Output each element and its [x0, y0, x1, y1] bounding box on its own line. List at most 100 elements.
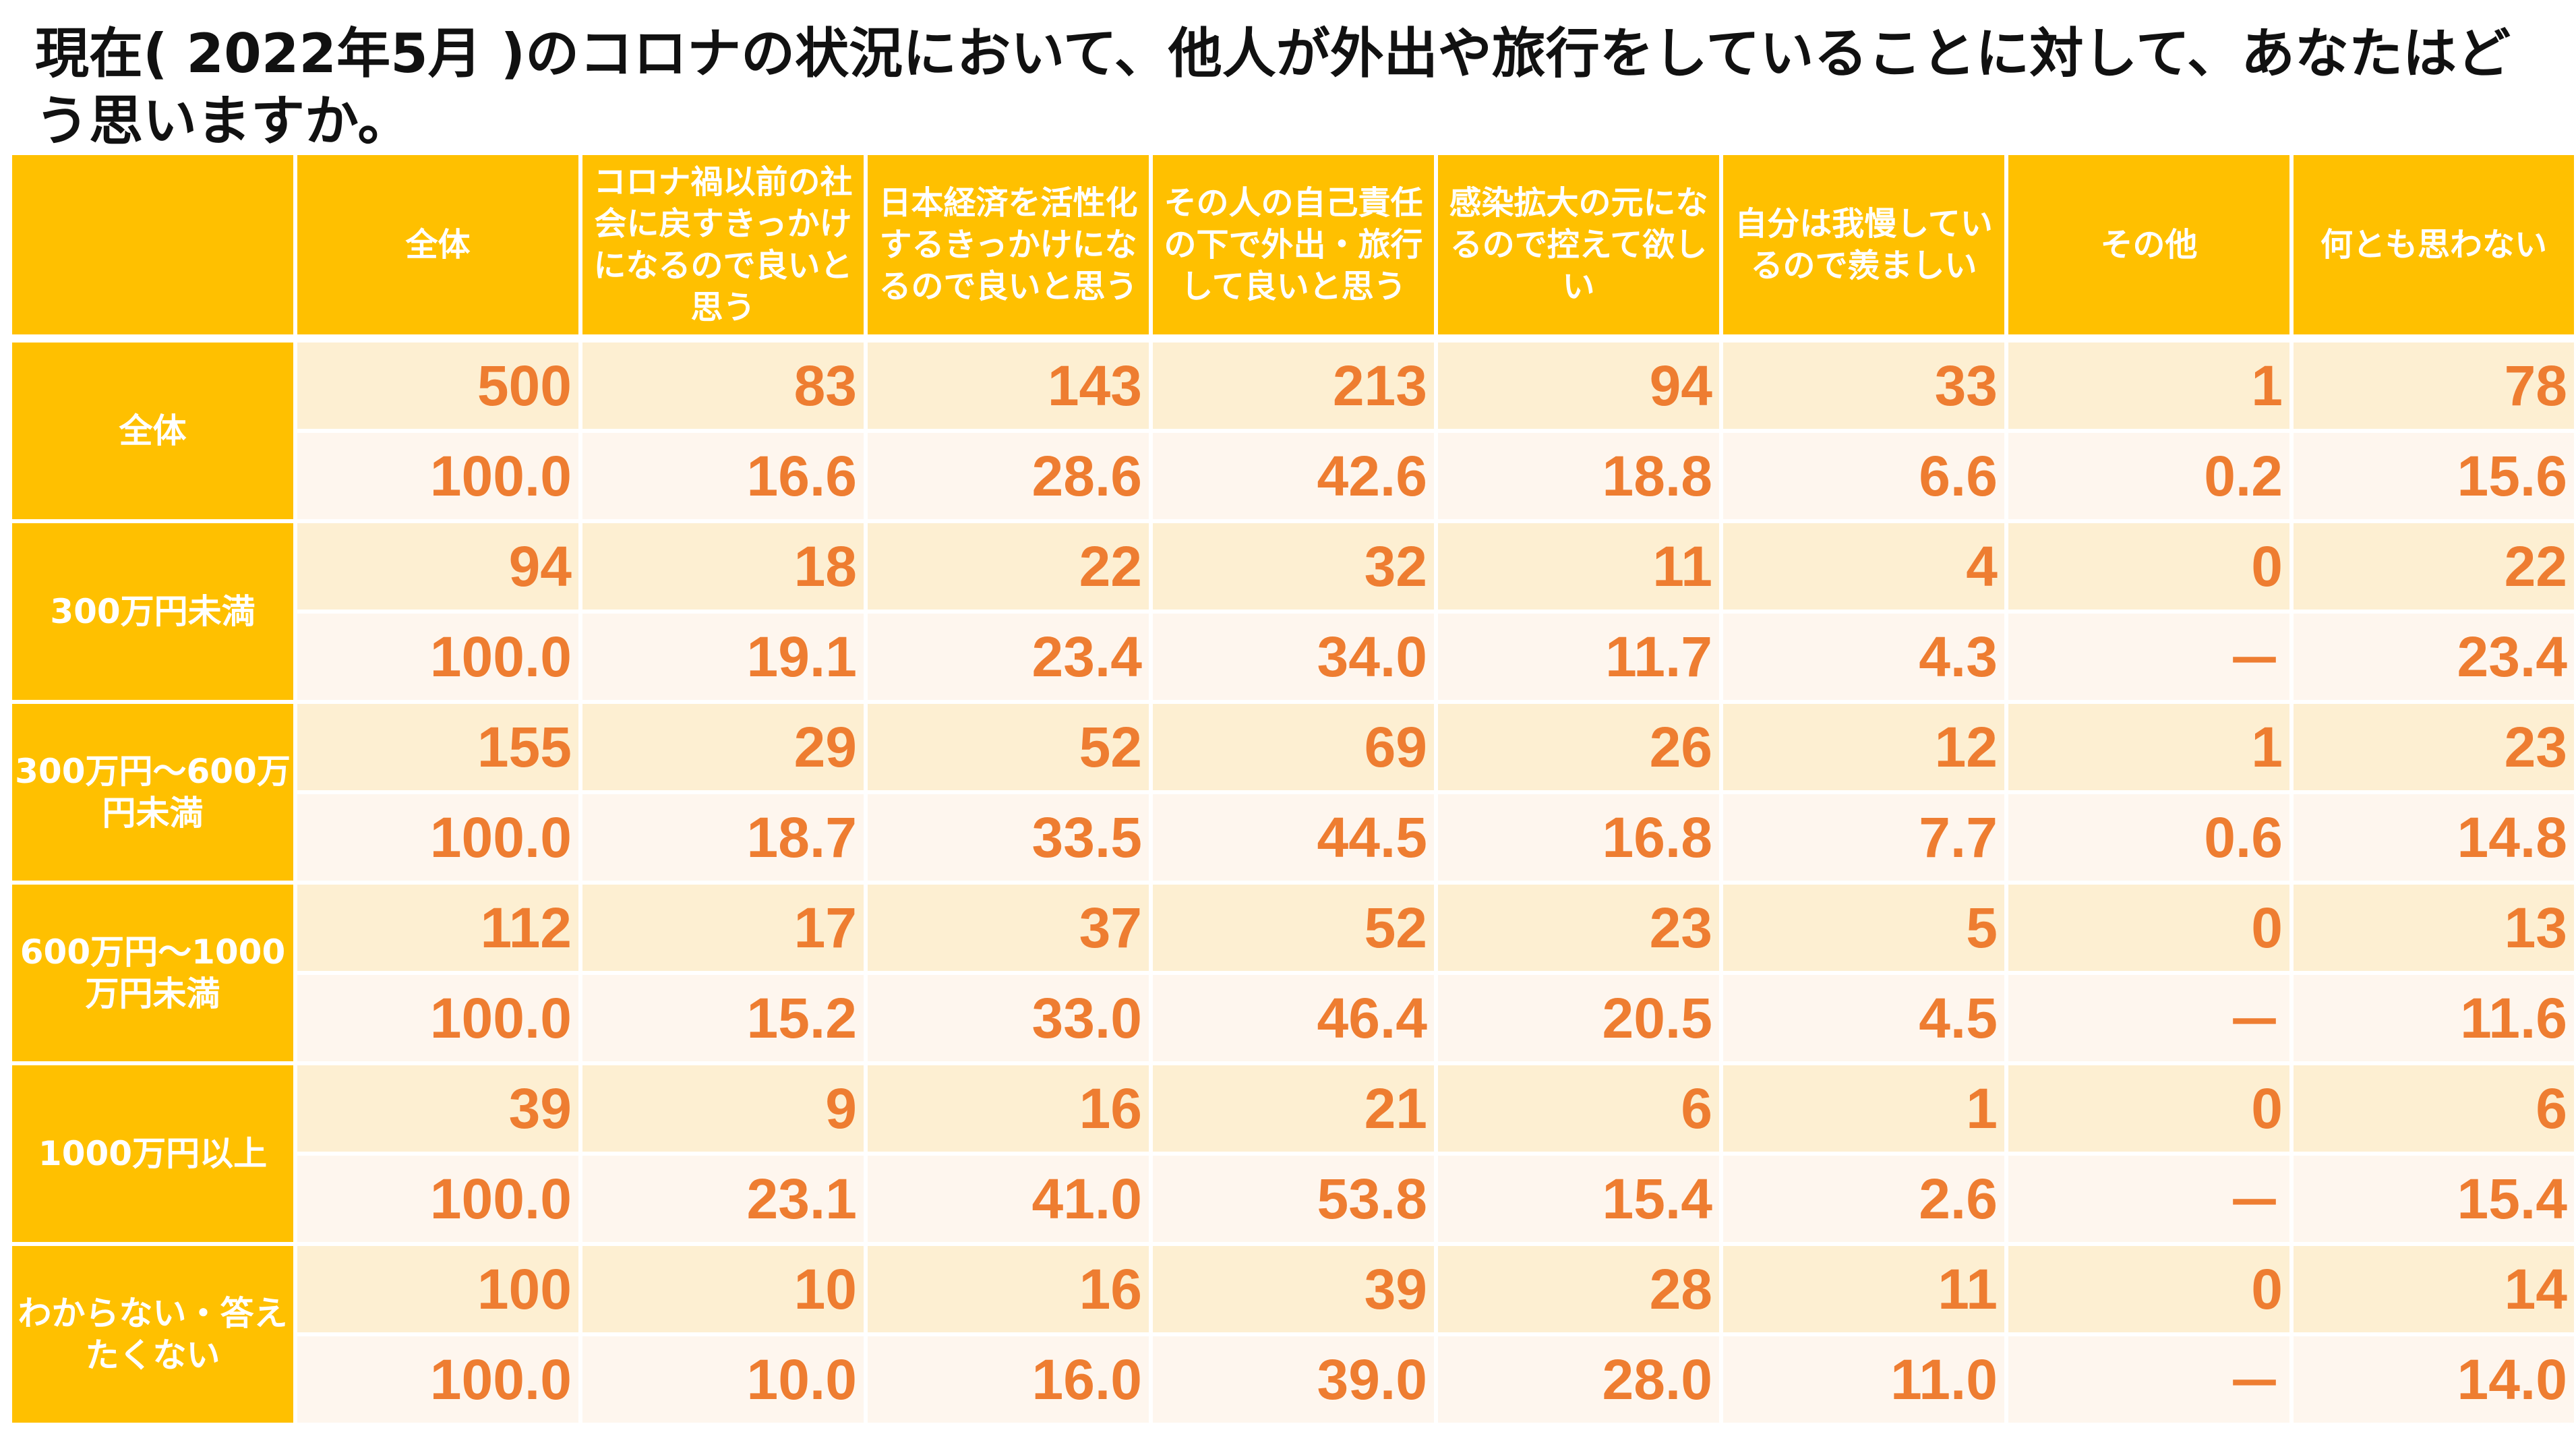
row-label: わからない・答えたくない [12, 1244, 297, 1427]
count-cell: 500 [295, 338, 582, 433]
count-cell: 0 [2006, 1063, 2294, 1156]
percent-cell: － [2006, 1334, 2294, 1427]
count-cell: 100 [295, 1244, 582, 1336]
percent-cell: 15.2 [580, 973, 868, 1065]
percent-cell: 28.0 [1436, 1334, 1723, 1427]
percent-cell: 23.4 [866, 612, 1153, 704]
header-col-return-normal: コロナ禍以前の社会に戻すきっかけになるので良いと思う [580, 155, 868, 343]
count-cell: 21 [1151, 1063, 1438, 1156]
table-row-counts: 全体 500 83 143 213 94 33 1 78 [12, 338, 2576, 523]
count-cell: 17 [580, 883, 868, 975]
count-cell: 11 [1721, 1244, 2008, 1336]
row-label: 300万円～600万円未満 [12, 702, 297, 885]
table-row-percents: 100.0 19.1 23.4 34.0 11.7 4.3 － 23.4 [12, 612, 2576, 704]
percent-cell: 18.7 [580, 792, 868, 885]
percent-cell: 100.0 [295, 973, 582, 1065]
percent-cell: 15.4 [1436, 1154, 1723, 1246]
count-cell: 94 [295, 521, 582, 614]
count-cell: 16 [866, 1244, 1153, 1336]
count-cell: 94 [1436, 338, 1723, 433]
count-cell: 52 [1151, 883, 1438, 975]
count-cell: 9 [580, 1063, 868, 1156]
count-cell: 22 [866, 521, 1153, 614]
percent-cell: 0.6 [2006, 792, 2294, 885]
count-cell: 69 [1151, 702, 1438, 794]
count-cell: 1 [2006, 702, 2294, 794]
count-cell: 33 [1721, 338, 2008, 433]
percent-cell: 39.0 [1151, 1334, 1438, 1427]
count-cell: 0 [2006, 883, 2294, 975]
count-cell: 37 [866, 883, 1153, 975]
percent-cell: 6.6 [1721, 431, 2008, 523]
header-col-nothing: 何とも思わない [2292, 155, 2576, 343]
percent-cell: 11.0 [1721, 1334, 2008, 1427]
count-cell: 5 [1721, 883, 2008, 975]
count-cell: 16 [866, 1063, 1153, 1156]
survey-table: 全体 コロナ禍以前の社会に戻すきっかけになるので良いと思う 日本経済を活性化する… [12, 155, 2576, 1427]
count-cell: 78 [2292, 338, 2576, 433]
table-row-counts: 300万円未満 94 18 22 32 11 4 0 22 [12, 521, 2576, 704]
header-col-self-responsibility: その人の自己責任の下で外出・旅行して良いと思う [1151, 155, 1438, 343]
table-row-counts: 300万円～600万円未満 155 29 52 69 26 12 1 23 [12, 702, 2576, 885]
count-cell: 26 [1436, 702, 1723, 794]
percent-cell: 44.5 [1151, 792, 1438, 885]
count-cell: 213 [1151, 338, 1438, 433]
percent-cell: 11.7 [1436, 612, 1723, 704]
row-label: 600万円～1000万円未満 [12, 883, 297, 1065]
percent-cell: 53.8 [1151, 1154, 1438, 1246]
row-label: 1000万円以上 [12, 1063, 297, 1246]
percent-cell: 15.4 [2292, 1154, 2576, 1246]
count-cell: 13 [2292, 883, 2576, 975]
header-col-economy: 日本経済を活性化するきっかけになるので良いと思う [866, 155, 1153, 343]
percent-cell: 19.1 [580, 612, 868, 704]
percent-cell: 28.6 [866, 431, 1153, 523]
count-cell: 12 [1721, 702, 2008, 794]
count-cell: 83 [580, 338, 868, 433]
count-cell: 18 [580, 521, 868, 614]
table-row-counts: 600万円～1000万円未満 112 17 37 52 23 5 0 13 [12, 883, 2576, 1065]
count-cell: 0 [2006, 521, 2294, 614]
count-cell: 39 [1151, 1244, 1438, 1336]
percent-cell: － [2006, 1154, 2294, 1246]
count-cell: 22 [2292, 521, 2576, 614]
percent-cell: 14.8 [2292, 792, 2576, 885]
percent-cell: 7.7 [1721, 792, 2008, 885]
percent-cell: － [2006, 973, 2294, 1065]
count-cell: 1 [1721, 1063, 2008, 1156]
percent-cell: 11.6 [2292, 973, 2576, 1065]
percent-cell: 46.4 [1151, 973, 1438, 1065]
header-col-envy: 自分は我慢しているので羨ましい [1721, 155, 2008, 343]
count-cell: 6 [2292, 1063, 2576, 1156]
table-row-counts: わからない・答えたくない 100 10 16 39 28 11 0 14 [12, 1244, 2576, 1427]
header-col-other: その他 [2006, 155, 2294, 343]
count-cell: 112 [295, 883, 582, 975]
percent-cell: 100.0 [295, 1334, 582, 1427]
count-cell: 4 [1721, 521, 2008, 614]
percent-cell: 23.4 [2292, 612, 2576, 704]
percent-cell: 33.5 [866, 792, 1153, 885]
table-row-percents: 100.0 18.7 33.5 44.5 16.8 7.7 0.6 14.8 [12, 792, 2576, 885]
count-cell: 29 [580, 702, 868, 794]
percent-cell: 23.1 [580, 1154, 868, 1246]
percent-cell: 10.0 [580, 1334, 868, 1427]
percent-cell: － [2006, 612, 2294, 704]
header-col-total: 全体 [295, 155, 582, 343]
percent-cell: 100.0 [295, 792, 582, 885]
row-label: 全体 [12, 338, 297, 523]
percent-cell: 4.5 [1721, 973, 2008, 1065]
count-cell: 1 [2006, 338, 2294, 433]
count-cell: 39 [295, 1063, 582, 1156]
percent-cell: 16.8 [1436, 792, 1723, 885]
header-col-refrain: 感染拡大の元になるので控えて欲しい [1436, 155, 1723, 343]
percent-cell: 20.5 [1436, 973, 1723, 1065]
percent-cell: 41.0 [866, 1154, 1153, 1246]
count-cell: 6 [1436, 1063, 1723, 1156]
header-row: 全体 コロナ禍以前の社会に戻すきっかけになるので良いと思う 日本経済を活性化する… [12, 155, 2576, 343]
table-row-percents: 100.0 23.1 41.0 53.8 15.4 2.6 － 15.4 [12, 1154, 2576, 1246]
count-cell: 143 [866, 338, 1153, 433]
percent-cell: 100.0 [295, 1154, 582, 1246]
count-cell: 32 [1151, 521, 1438, 614]
table-row-percents: 100.0 16.6 28.6 42.6 18.8 6.6 0.2 15.6 [12, 431, 2576, 523]
percent-cell: 18.8 [1436, 431, 1723, 523]
percent-cell: 16.6 [580, 431, 868, 523]
